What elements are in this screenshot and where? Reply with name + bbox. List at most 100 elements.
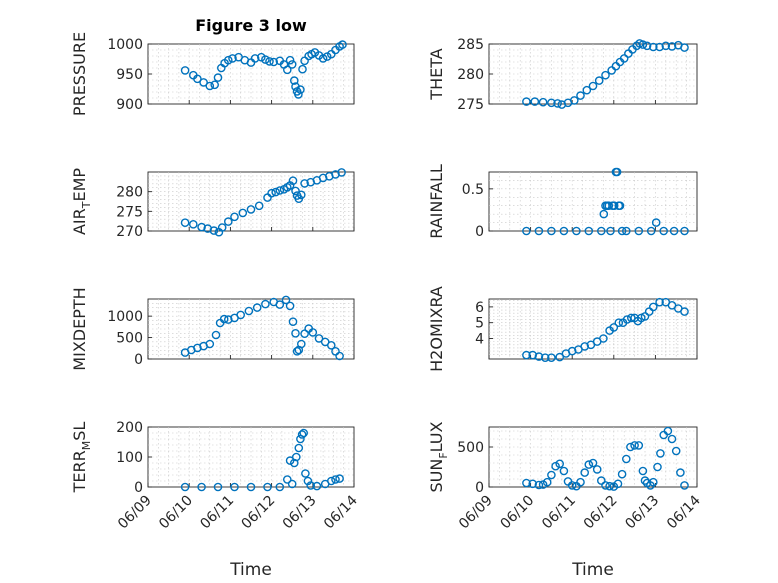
data-point [180, 218, 190, 227]
data-point [261, 299, 270, 309]
data-point [567, 481, 577, 490]
y-tick-label: 0 [475, 480, 484, 496]
data-point [289, 76, 299, 85]
data-point [263, 482, 272, 492]
data-point [572, 226, 581, 236]
data-point [592, 465, 602, 474]
data-point [211, 330, 221, 340]
data-point [584, 460, 594, 469]
y-tick-label: 1000 [107, 37, 143, 53]
data-point [522, 478, 531, 488]
data-point [285, 456, 295, 465]
y-axis-label: H2OMIXRA [427, 286, 446, 372]
y-axis-label: MIXDEPTH [70, 287, 89, 370]
data-point [542, 477, 552, 487]
y-axis-label: SUNFLUX [427, 421, 450, 492]
data-point [601, 481, 610, 490]
subplot-h2omixra: 456 H2OMIXRA [427, 286, 698, 372]
data-point [288, 176, 298, 185]
y-tick-label: 275 [457, 97, 484, 113]
data-point [617, 469, 627, 479]
data-point [605, 481, 614, 491]
data-point [538, 97, 548, 107]
data-point [275, 482, 285, 492]
data-point [547, 470, 556, 480]
data-point [667, 434, 677, 444]
data-point [331, 475, 340, 484]
x-tick-label: 06/13 [280, 493, 320, 533]
data-point [640, 312, 650, 321]
data-point [291, 328, 300, 338]
data-point [540, 353, 550, 363]
data-point [609, 323, 619, 332]
data-point [285, 301, 295, 311]
data-point [613, 479, 623, 489]
data-point [640, 476, 650, 485]
data-point [547, 353, 556, 363]
x-axis-label: Time [571, 560, 614, 580]
data-point [612, 167, 622, 177]
data-point [292, 346, 302, 356]
y-axis-label: AIRTEMP [70, 168, 93, 235]
data-point [281, 295, 291, 305]
plot-area [147, 426, 355, 488]
data-point [534, 226, 544, 236]
data-point [599, 334, 608, 343]
data-point [588, 458, 598, 468]
data-point [228, 54, 237, 63]
data-point [223, 55, 233, 65]
x-tick-label: 06/13 [622, 493, 662, 533]
y-tick-label: 0 [134, 352, 143, 368]
chart-title: Figure 3 low [195, 16, 307, 35]
data-point [337, 168, 346, 177]
x-tick-label: 06/11 [539, 493, 579, 533]
y-axis-label: PRESSURE [70, 32, 89, 116]
x-tick-label: 06/09 [115, 493, 155, 533]
data-point [604, 201, 614, 210]
y-axis-label: THETA [427, 48, 446, 100]
data-point [655, 297, 664, 307]
y-tick-label: 275 [116, 204, 143, 220]
data-point [614, 318, 624, 328]
data-point [300, 179, 309, 188]
data-point [306, 481, 316, 490]
data-point [609, 201, 619, 210]
data-point [312, 481, 322, 491]
data-point [261, 55, 270, 64]
data-point [296, 339, 306, 349]
data-point [646, 226, 656, 236]
y-tick-label: 500 [116, 331, 143, 347]
data-point [630, 441, 639, 450]
data-point [303, 476, 313, 486]
data-point [294, 90, 303, 99]
data-point [627, 313, 636, 323]
data-point [275, 300, 285, 309]
data-point [597, 226, 606, 236]
data-point [287, 479, 297, 489]
data-point [300, 329, 309, 339]
data-point [180, 482, 190, 492]
data-point [553, 99, 562, 108]
data-point [680, 43, 689, 52]
data-point [570, 96, 579, 105]
data-point [230, 482, 239, 492]
data-point [619, 54, 629, 63]
data-point [285, 55, 295, 65]
data-point [335, 474, 344, 483]
data-point [282, 65, 292, 75]
data-point [534, 352, 544, 361]
y-tick-label: 285 [457, 37, 484, 53]
data-point [522, 97, 531, 106]
data-point [656, 449, 665, 458]
x-tick-label: 06/10 [156, 493, 196, 533]
data-point [294, 443, 304, 453]
data-point [219, 314, 229, 324]
y-tick-label: 6 [475, 300, 484, 316]
data-point [680, 307, 689, 316]
data-point [559, 466, 569, 476]
y-tick-label: 0 [475, 224, 484, 240]
data-point [680, 481, 689, 490]
data-point [606, 226, 615, 236]
y-tick-label: 5 [475, 316, 484, 332]
data-point [287, 60, 297, 69]
